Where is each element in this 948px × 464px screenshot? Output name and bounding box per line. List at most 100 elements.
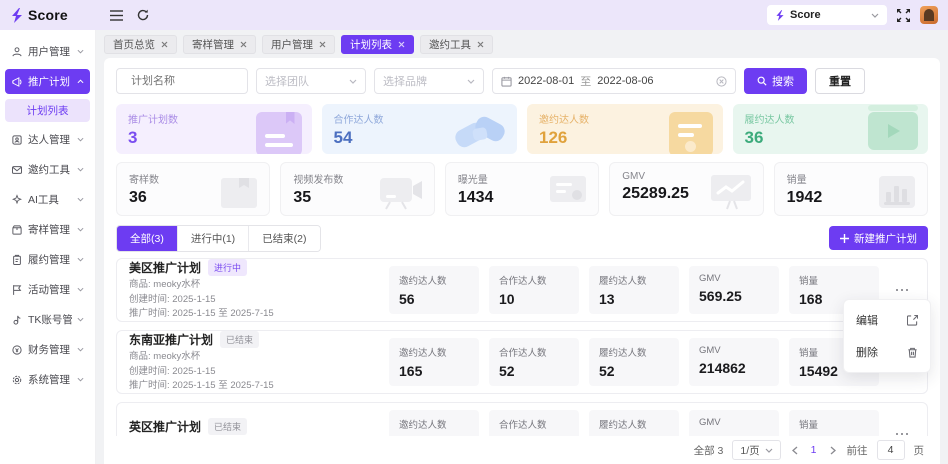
sidebar-item-fulfillment-management[interactable]: 履约管理	[5, 247, 90, 272]
plan-stat-value: 10	[499, 291, 515, 307]
trash-icon	[908, 347, 917, 358]
sidebar-item-sample-management[interactable]: 寄样管理	[5, 217, 90, 242]
tab-home-overview[interactable]: 首页总览	[104, 34, 177, 54]
sidebar-item-promotion-plan[interactable]: 推广计划	[5, 69, 90, 94]
plan-row: 东南亚推广计划 已结束 商品: meoky水杯 创建时间: 2025-1-15 …	[116, 330, 928, 394]
chevron-down-icon	[349, 79, 357, 84]
tab-user-management[interactable]: 用户管理	[262, 34, 335, 54]
tab-label: 首页总览	[113, 38, 155, 51]
plan-info: 美区推广计划 进行中 商品: meoky水杯 创建时间: 2025-1-15 推…	[129, 259, 379, 321]
stat-value: 36	[744, 128, 764, 147]
prev-page-icon[interactable]	[790, 446, 800, 455]
sidebar-item-ai-tools[interactable]: AI工具	[5, 187, 90, 212]
plus-icon	[840, 233, 849, 243]
user-avatar[interactable]	[920, 6, 938, 24]
plan-stat-label: 合作达人数	[499, 420, 547, 431]
status-tab-all[interactable]: 全部(3)	[117, 225, 178, 251]
chevron-down-icon	[77, 347, 84, 352]
chevron-down-icon	[77, 167, 84, 172]
metric-card-videos: 视频发布数 35	[280, 162, 435, 216]
tab-close-icon[interactable]	[161, 41, 168, 48]
metric-label: 寄样数	[129, 175, 159, 186]
tab-close-icon[interactable]	[477, 41, 484, 48]
invite-doc-icon	[668, 112, 713, 154]
plan-stat-label: 销量	[799, 420, 819, 431]
sidebar-item-label: 达人管理	[28, 134, 70, 146]
sidebar-item-label: 活动管理	[28, 284, 70, 296]
tab-plan-list[interactable]: 计划列表	[341, 34, 414, 54]
clear-date-icon[interactable]	[716, 75, 727, 87]
metric-value: 35	[293, 189, 312, 206]
plan-stat-value: 168	[799, 291, 823, 307]
chevron-down-icon	[765, 448, 773, 453]
plan-stat-label: 销量	[799, 276, 819, 287]
collapse-menu-icon[interactable]	[110, 9, 123, 21]
sidebar-item-tk-account-management[interactable]: TK账号管理	[5, 307, 90, 332]
context-menu-edit[interactable]: 编辑	[848, 304, 926, 336]
plan-period: 推广时间: 2025-1-15 至 2025-7-15	[129, 380, 274, 392]
date-range-picker[interactable]: 2022-08-01 至 2022-08-06	[492, 68, 736, 94]
per-page-value: 1/页	[740, 444, 760, 457]
refresh-icon[interactable]	[137, 9, 149, 21]
search-button[interactable]: 搜索	[744, 68, 807, 94]
bookmark-icon	[255, 112, 302, 154]
tab-sample-management[interactable]: 寄样管理	[183, 34, 256, 54]
chevron-down-icon	[467, 79, 475, 84]
fullscreen-icon[interactable]	[897, 8, 910, 22]
stat-value: 54	[333, 128, 353, 147]
plan-name: 东南亚推广计划	[129, 333, 214, 348]
tab-close-icon[interactable]	[319, 41, 326, 48]
goto-page-input[interactable]	[876, 440, 905, 460]
plan-stat-invited: 邀约达人数 56	[389, 266, 479, 314]
status-tab-running[interactable]: 进行中(1)	[177, 225, 250, 251]
status-tab-ended[interactable]: 已结束(2)	[249, 225, 320, 251]
sidebar-item-activity-management[interactable]: 活动管理	[5, 277, 90, 302]
plan-stat-cooperating: 合作达人数 10	[489, 266, 579, 314]
plan-name-input[interactable]	[131, 75, 273, 87]
metric-card-sales: 销量 1942	[773, 162, 929, 216]
team-select-placeholder: 选择团队	[265, 76, 309, 88]
tab-close-icon[interactable]	[240, 41, 247, 48]
date-start[interactable]: 2022-08-01	[518, 75, 575, 87]
plan-name-search[interactable]	[116, 68, 273, 94]
sidebar-item-talent-management[interactable]: 达人管理	[5, 127, 90, 152]
context-menu-label: 编辑	[856, 315, 878, 327]
date-end[interactable]: 2022-08-06	[597, 75, 654, 87]
new-plan-button[interactable]: 新建推广计划	[829, 226, 928, 250]
reset-button[interactable]: 重置	[815, 68, 865, 94]
tab-invite-tools[interactable]: 邀约工具	[420, 34, 493, 54]
sidebar-subitem-plan-list[interactable]: 计划列表	[5, 99, 90, 122]
user-icon	[12, 46, 22, 56]
sidebar-item-user-management[interactable]: 用户管理	[5, 39, 90, 64]
sidebar-item-label: 寄样管理	[28, 224, 70, 236]
metric-card-samples: 寄样数 36	[116, 162, 271, 216]
metric-value: 1434	[457, 189, 494, 206]
app-header: Score Score	[0, 0, 948, 30]
sidebar-item-invite-tools[interactable]: 邀约工具	[5, 157, 90, 182]
context-menu-delete[interactable]: 删除	[848, 336, 926, 368]
plan-period: 推广时间: 2025-1-15 至 2025-7-15	[129, 308, 274, 320]
metric-label: 曝光量	[457, 175, 488, 186]
page-number-current[interactable]: 1	[810, 444, 817, 456]
score-logo-icon	[12, 7, 22, 23]
more-actions-icon[interactable]	[889, 280, 915, 300]
more-actions-icon[interactable]	[889, 424, 915, 444]
sidebar-item-finance-management[interactable]: 财务管理	[5, 337, 90, 362]
sidebar-item-label: 推广计划	[28, 76, 70, 88]
per-page-select[interactable]: 1/页	[732, 440, 781, 460]
tab-close-icon[interactable]	[398, 41, 405, 48]
stat-label: 合作达人数	[333, 115, 384, 126]
brand-logo: Score	[10, 7, 98, 23]
sidebar-item-label: AI工具	[28, 194, 59, 206]
clipboard-icon	[13, 254, 21, 265]
stat-card-plan-count: 推广计划数 3	[116, 104, 312, 154]
music-icon	[13, 315, 21, 325]
sidebar-item-label: 履约管理	[28, 254, 70, 266]
brand-select[interactable]: 选择品牌	[374, 68, 484, 94]
next-page-icon[interactable]	[828, 446, 838, 455]
plan-stat-value: 214862	[699, 360, 746, 376]
brand-name: Score	[28, 7, 68, 23]
sidebar-item-system-management[interactable]: 系统管理	[5, 367, 90, 392]
workspace-select[interactable]: Score	[767, 5, 887, 25]
team-select[interactable]: 选择团队	[256, 68, 366, 94]
